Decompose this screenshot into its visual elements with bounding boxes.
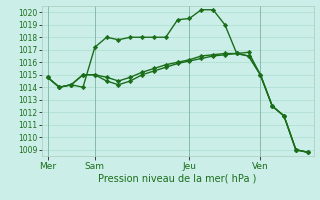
X-axis label: Pression niveau de la mer( hPa ): Pression niveau de la mer( hPa ): [99, 173, 257, 183]
